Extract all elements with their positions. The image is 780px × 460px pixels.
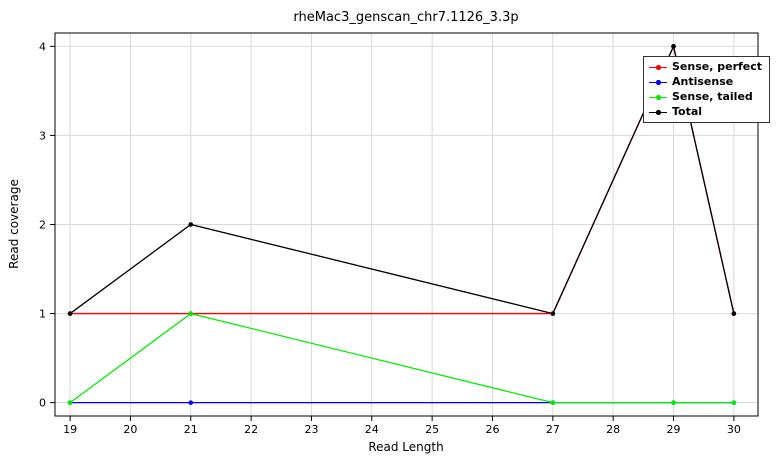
data-point bbox=[188, 311, 194, 316]
legend-label: Sense, tailed bbox=[672, 90, 753, 103]
x-tick-label: 23 bbox=[304, 423, 318, 436]
x-tick-label: 27 bbox=[546, 423, 560, 436]
data-point bbox=[67, 311, 73, 316]
x-tick-label: 24 bbox=[365, 423, 379, 436]
legend-label: Total bbox=[672, 105, 703, 118]
legend-item: Sense, tailed bbox=[649, 91, 762, 103]
legend-item: Sense, perfect bbox=[649, 61, 762, 73]
x-tick-label: 30 bbox=[727, 423, 741, 436]
y-tick-label: 2 bbox=[39, 219, 46, 232]
legend: Sense, perfect Antisense Sense, tailed Tota… bbox=[643, 56, 771, 123]
data-point bbox=[671, 44, 676, 49]
y-tick-label: 1 bbox=[39, 308, 46, 321]
x-tick-label: 26 bbox=[485, 423, 499, 436]
y-axis-label: Read coverage bbox=[7, 179, 21, 269]
legend-marker-icon bbox=[649, 63, 667, 72]
data-point bbox=[67, 400, 73, 405]
chart-title: rheMac3_genscan_chr7.1126_3.3p bbox=[293, 10, 519, 25]
x-tick-label: 28 bbox=[606, 423, 620, 436]
x-tick-label: 29 bbox=[667, 423, 681, 436]
x-axis-label: Read Length bbox=[368, 440, 444, 454]
x-tick-label: 19 bbox=[63, 423, 77, 436]
data-point bbox=[550, 400, 556, 405]
legend-item: Antisense bbox=[649, 76, 762, 88]
x-tick-label: 20 bbox=[123, 423, 137, 436]
x-tick-label: 22 bbox=[244, 423, 258, 436]
data-point bbox=[188, 222, 194, 227]
legend-marker-icon bbox=[649, 108, 667, 117]
data-point bbox=[671, 400, 676, 405]
legend-marker-icon bbox=[649, 93, 667, 102]
data-point bbox=[731, 311, 737, 316]
data-point bbox=[550, 311, 556, 316]
x-tick-label: 25 bbox=[425, 423, 439, 436]
data-point bbox=[731, 400, 737, 405]
legend-item: Total bbox=[649, 106, 762, 118]
y-tick-label: 3 bbox=[39, 129, 46, 142]
x-tick-label: 21 bbox=[184, 423, 198, 436]
legend-label: Sense, perfect bbox=[672, 60, 763, 73]
y-tick-label: 4 bbox=[39, 40, 46, 53]
data-point bbox=[188, 400, 194, 405]
legend-label: Antisense bbox=[672, 75, 734, 88]
y-tick-label: 0 bbox=[39, 397, 46, 410]
legend-marker-icon bbox=[649, 78, 667, 87]
